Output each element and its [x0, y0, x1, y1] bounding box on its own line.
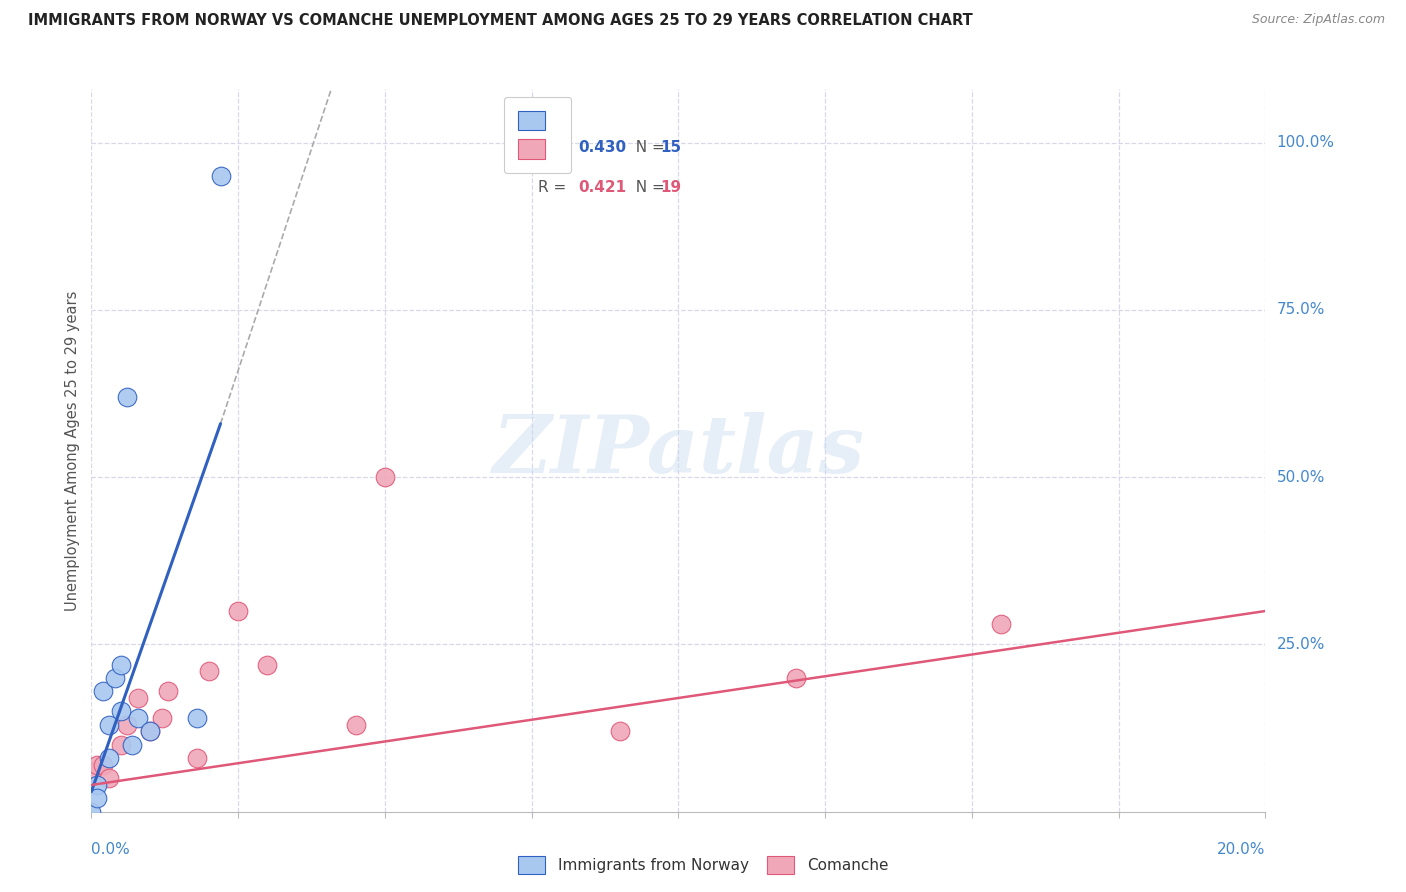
Point [256, 657, 278, 672]
Text: 0.0%: 0.0% [91, 842, 131, 857]
Text: ZIPatlas: ZIPatlas [492, 412, 865, 489]
Point [156, 684, 179, 698]
Point [344, 717, 367, 731]
Text: 19: 19 [661, 179, 682, 194]
Legend: , : , [503, 97, 571, 173]
Text: 0.430: 0.430 [579, 140, 627, 155]
Point [127, 711, 149, 725]
Point [209, 169, 232, 184]
Point [98, 751, 121, 765]
Text: 100.0%: 100.0% [1277, 136, 1334, 150]
Point [110, 705, 132, 719]
Point [86, 791, 108, 805]
Text: 0.421: 0.421 [579, 179, 627, 194]
Point [990, 617, 1012, 632]
Point [115, 717, 138, 731]
Point [110, 738, 132, 752]
Point [110, 657, 132, 672]
Text: 15: 15 [661, 140, 682, 155]
Text: Source: ZipAtlas.com: Source: ZipAtlas.com [1251, 13, 1385, 27]
Text: N =: N = [626, 140, 669, 155]
Text: 50.0%: 50.0% [1277, 470, 1324, 484]
Text: R =: R = [537, 140, 571, 155]
Point [186, 711, 208, 725]
Point [139, 724, 162, 739]
Point [86, 778, 108, 792]
Text: 25.0%: 25.0% [1277, 637, 1324, 652]
Legend: Immigrants from Norway, Comanche: Immigrants from Norway, Comanche [512, 850, 894, 880]
Point [115, 390, 138, 404]
Point [609, 724, 631, 739]
Text: 20.0%: 20.0% [1218, 842, 1265, 857]
Point [104, 671, 127, 685]
Point [374, 470, 396, 484]
Point [80, 805, 103, 819]
Point [186, 751, 208, 765]
Point [785, 671, 807, 685]
Point [98, 717, 121, 731]
Point [80, 764, 103, 779]
Point [121, 738, 143, 752]
Y-axis label: Unemployment Among Ages 25 to 29 years: Unemployment Among Ages 25 to 29 years [65, 290, 80, 611]
Text: 75.0%: 75.0% [1277, 302, 1324, 318]
Text: IMMIGRANTS FROM NORWAY VS COMANCHE UNEMPLOYMENT AMONG AGES 25 TO 29 YEARS CORREL: IMMIGRANTS FROM NORWAY VS COMANCHE UNEMP… [28, 13, 973, 29]
Point [91, 758, 114, 772]
Point [150, 711, 173, 725]
Point [127, 690, 149, 705]
Point [197, 664, 219, 679]
Text: N =: N = [626, 179, 669, 194]
Point [98, 771, 121, 786]
Text: R =: R = [537, 179, 575, 194]
Point [86, 758, 108, 772]
Point [139, 724, 162, 739]
Point [91, 684, 114, 698]
Point [226, 604, 249, 618]
